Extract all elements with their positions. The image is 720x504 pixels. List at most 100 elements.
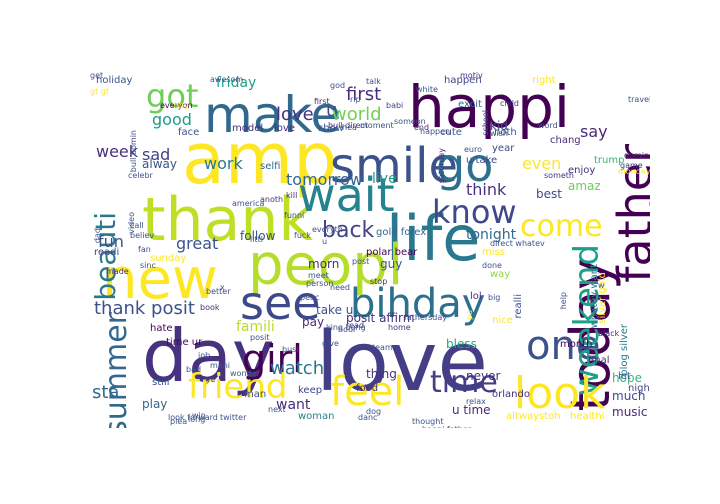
word-cloud-word: back [322,218,375,243]
word-cloud-word: pa [465,310,474,320]
word-cloud-word: someon [394,117,426,126]
word-cloud-word: king bong [326,323,366,332]
word-cloud-word: video [127,212,136,234]
word-cloud-word: x [220,283,225,292]
word-cloud-word: noth [494,127,517,138]
word-cloud-word: see [240,276,321,330]
word-cloud-word: year [492,143,515,154]
word-cloud-word: day [142,314,275,398]
word-cloud-word: get [90,72,104,80]
word-cloud-word: busi [282,345,299,354]
word-cloud-word: still [152,377,170,388]
word-cloud-word: live [372,171,397,187]
word-cloud-word: talk [366,77,381,86]
word-cloud-word: call [130,221,144,230]
word-cloud-word: monday [618,167,650,176]
word-cloud-word: funni [284,211,305,220]
word-cloud-word: dad [93,228,102,244]
word-cloud-word: w [598,281,605,290]
word-cloud-word: kid [490,119,508,133]
word-cloud-word: sad [142,145,171,164]
word-cloud-word: twitter [220,413,247,422]
word-cloud-word: one [526,323,601,369]
word-cloud-word: good [152,110,192,129]
word-cloud-word: long [188,415,206,424]
word-cloud-word: better [206,287,231,296]
word-cloud-word: happen [420,127,451,136]
word-cloud-word: end [414,123,430,132]
word-cloud-word: person [306,279,334,288]
word-cloud-word: black [598,329,620,338]
word-cloud-word: woman [298,411,335,422]
word-cloud-word: time ur [166,337,203,348]
word-cloud-word: need [330,283,350,292]
word-cloud-word: wait [298,168,395,222]
word-cloud-word: everyon [160,101,193,110]
word-cloud-word: posit [250,333,270,342]
word-cloud-word: travel [628,95,650,104]
word-cloud-word: month [560,339,593,350]
word-cloud-word: trump [594,155,625,166]
word-cloud-word: world [332,104,382,125]
word-cloud-word: bull domin [129,130,138,173]
word-cloud-word: book [200,303,220,312]
word-cloud-word: relax [466,397,486,406]
word-cloud-word: make [204,86,342,144]
word-cloud-word: rip [350,95,361,104]
word-cloud-word: selfi [260,161,281,172]
word-cloud-word: lol [470,291,482,302]
word-cloud-word: america [232,199,265,208]
word-cloud-word: u [322,237,328,246]
word-cloud-word: follow [240,229,276,243]
word-cloud-word: thought [412,417,444,426]
word-cloud-word: guy [380,257,403,271]
word-cloud-word: mani [210,361,230,370]
word-cloud-word: give [322,339,339,348]
word-cloud-word: morn [308,257,340,271]
word-cloud-word: friend [188,367,288,407]
word-cloud-word: awesom [210,75,244,84]
word-cloud-word: stop [370,277,388,286]
word-cloud-word: believ [130,231,155,240]
word-cloud-word: amaz [568,179,601,193]
word-cloud-word: gt gt [90,87,109,96]
word-cloud-word: let [618,371,631,382]
word-cloud-word: u time [452,403,491,417]
word-cloud-word: want [276,397,311,413]
word-cloud-word: night [628,383,650,394]
word-cloud-word: ye [206,375,216,384]
word-cloud-word: come [520,209,603,244]
word-cloud-word: someth [544,171,574,180]
word-cloud-word: best [536,187,562,201]
word-cloud-word: whatev want [589,264,600,329]
word-cloud-word: sunday [150,253,187,264]
word-cloud-word: healthi [570,411,605,422]
word-cloud-word: amp [182,118,338,200]
word-cloud-word: read [346,321,365,330]
word-cloud-word: posit affirm [346,311,415,325]
word-cloud: love day happi amp today thank life new peopl mak… [90,72,650,428]
word-cloud-word: love [274,123,295,134]
word-cloud-word: win [192,411,206,420]
word-cloud-word: hea [342,123,357,132]
word-cloud-word: u [326,100,338,121]
word-cloud-word: week [96,142,139,161]
word-cloud-word: post [352,257,370,266]
word-cloud-word: model [232,123,264,134]
word-cloud-word: boy [174,101,189,110]
word-cloud-word: food [356,383,379,394]
word-cloud-word: know [432,193,517,231]
word-cloud-word: hate [150,323,173,334]
word-cloud-word: white [416,85,438,94]
word-cloud-word: miss [482,247,505,258]
word-cloud-word: chang [550,135,581,146]
word-cloud-word: made [106,267,129,276]
word-cloud-word: wish [490,129,509,138]
word-cloud-word: bull direct [328,121,369,130]
word-cloud-word: babi [386,101,404,110]
word-cloud-word: right [532,75,556,86]
word-cloud-word: saturday [437,148,446,184]
word-cloud-word: girl [242,337,303,381]
word-cloud-word: first [346,84,382,105]
word-cloud-word: first [314,97,330,106]
